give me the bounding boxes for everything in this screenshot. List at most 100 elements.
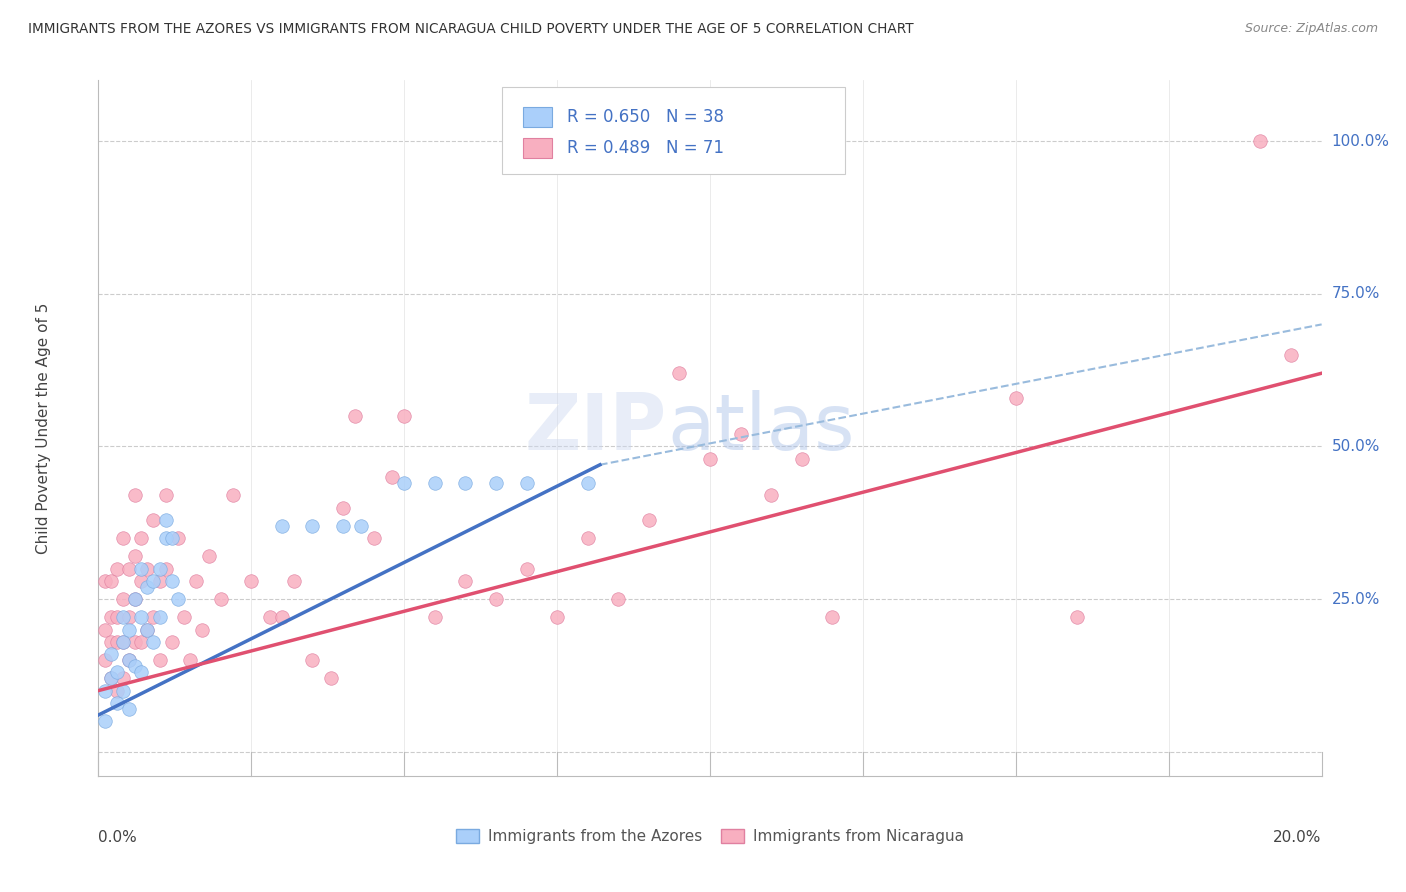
Point xyxy=(155,513,177,527)
Text: 25.0%: 25.0% xyxy=(1331,591,1379,607)
Point xyxy=(129,531,152,545)
Point xyxy=(100,610,122,624)
Point xyxy=(100,672,122,686)
Point xyxy=(332,500,354,515)
Point xyxy=(136,623,159,637)
Point xyxy=(259,610,281,624)
Point xyxy=(149,561,172,575)
Point xyxy=(485,476,508,491)
Point xyxy=(191,623,214,637)
Text: 20.0%: 20.0% xyxy=(1274,830,1322,845)
Point xyxy=(1066,610,1088,624)
Point xyxy=(100,574,122,588)
Point xyxy=(149,653,172,667)
Point xyxy=(607,592,630,607)
Point xyxy=(111,634,134,648)
Point xyxy=(155,531,177,545)
Point xyxy=(222,488,245,502)
Text: R = 0.650   N = 38: R = 0.650 N = 38 xyxy=(567,108,724,126)
Point xyxy=(105,683,128,698)
Point xyxy=(332,518,354,533)
FancyBboxPatch shape xyxy=(523,138,553,158)
Point xyxy=(730,427,752,442)
Point xyxy=(270,518,292,533)
Point xyxy=(546,610,568,624)
Text: ZIP: ZIP xyxy=(524,390,668,467)
Point xyxy=(167,592,190,607)
Point xyxy=(118,561,141,575)
Point xyxy=(516,561,538,575)
Point xyxy=(301,653,323,667)
Point xyxy=(124,592,146,607)
Point xyxy=(111,683,134,698)
Point xyxy=(129,610,152,624)
Point xyxy=(167,531,190,545)
Point xyxy=(155,488,177,502)
Point xyxy=(142,513,165,527)
Point xyxy=(93,574,115,588)
Point xyxy=(136,580,159,594)
Point xyxy=(576,476,599,491)
Point xyxy=(516,476,538,491)
Point xyxy=(136,623,159,637)
Point xyxy=(790,451,813,466)
Point xyxy=(1249,134,1271,148)
Point xyxy=(118,702,141,716)
Point xyxy=(283,574,305,588)
Point xyxy=(344,409,367,423)
Point xyxy=(1279,348,1302,362)
Point xyxy=(392,409,416,423)
Point xyxy=(668,366,690,380)
Point xyxy=(155,561,177,575)
Point xyxy=(240,574,263,588)
Point xyxy=(136,561,159,575)
Point xyxy=(160,574,183,588)
Point xyxy=(637,513,661,527)
Point xyxy=(1004,391,1026,405)
Point xyxy=(129,561,152,575)
Point xyxy=(129,665,152,680)
Point xyxy=(821,610,844,624)
Legend: Immigrants from the Azores, Immigrants from Nicaragua: Immigrants from the Azores, Immigrants f… xyxy=(450,823,970,850)
Point xyxy=(111,531,134,545)
Point xyxy=(423,476,446,491)
Point xyxy=(485,592,508,607)
Text: IMMIGRANTS FROM THE AZORES VS IMMIGRANTS FROM NICARAGUA CHILD POVERTY UNDER THE : IMMIGRANTS FROM THE AZORES VS IMMIGRANTS… xyxy=(28,22,914,37)
Point xyxy=(197,549,219,564)
Point xyxy=(270,610,292,624)
Point xyxy=(454,574,477,588)
Point xyxy=(111,672,134,686)
Point xyxy=(118,653,141,667)
Text: 75.0%: 75.0% xyxy=(1331,286,1379,301)
Text: 0.0%: 0.0% xyxy=(98,830,138,845)
Point xyxy=(186,574,208,588)
Point xyxy=(454,476,477,491)
Point xyxy=(124,634,146,648)
Point xyxy=(124,549,146,564)
FancyBboxPatch shape xyxy=(523,107,553,127)
Point xyxy=(111,610,134,624)
Point xyxy=(301,518,323,533)
Text: 100.0%: 100.0% xyxy=(1331,134,1389,149)
Point xyxy=(381,470,404,484)
Point xyxy=(93,653,115,667)
Point xyxy=(105,696,128,710)
Point xyxy=(111,634,134,648)
Point xyxy=(100,634,122,648)
Point xyxy=(93,623,115,637)
Text: R = 0.489   N = 71: R = 0.489 N = 71 xyxy=(567,139,724,157)
Point xyxy=(142,634,165,648)
Point xyxy=(160,531,183,545)
Point xyxy=(392,476,416,491)
Point xyxy=(111,592,134,607)
Point xyxy=(173,610,195,624)
Point xyxy=(124,659,146,673)
Point xyxy=(179,653,201,667)
Point xyxy=(100,672,122,686)
Point xyxy=(576,531,599,545)
Text: Child Poverty Under the Age of 5: Child Poverty Under the Age of 5 xyxy=(37,302,51,554)
Point xyxy=(142,610,165,624)
Point xyxy=(118,610,141,624)
Point xyxy=(105,634,128,648)
Point xyxy=(142,574,165,588)
